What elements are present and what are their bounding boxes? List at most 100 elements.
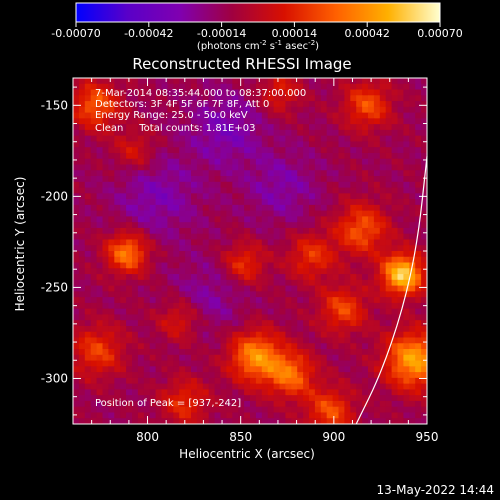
heatmap-cell [267, 129, 275, 137]
heatmap-cell [84, 331, 92, 339]
heatmap-cell [173, 222, 180, 229]
heatmap-cell [132, 274, 139, 281]
heatmap-cell [155, 412, 163, 419]
heatmap-cell [385, 216, 393, 223]
heatmap-cell [208, 251, 216, 258]
heatmap-cell [285, 400, 292, 408]
heatmap-cell [350, 400, 357, 408]
heatmap-cell [155, 274, 163, 281]
heatmap-cell [155, 181, 163, 189]
heatmap-cell [108, 181, 115, 189]
heatmap-cell [350, 377, 357, 385]
heatmap-cell [279, 129, 286, 137]
heatmap-cell [379, 366, 387, 373]
heatmap-cell [126, 406, 133, 414]
heatmap-cell [132, 199, 139, 206]
heatmap-cell [114, 141, 121, 148]
heatmap-cell [320, 118, 328, 125]
heatmap-cell [90, 112, 98, 119]
heatmap-cell [250, 89, 257, 96]
heatmap-cell [309, 135, 316, 143]
heatmap-cell [409, 268, 416, 275]
heatmap-cell [379, 222, 387, 229]
heatmap-cell [362, 129, 369, 137]
heatmap-cell [90, 291, 98, 298]
heatmap-cell [250, 262, 257, 269]
heatmap-cell [137, 124, 145, 131]
heatmap-cell [73, 279, 80, 287]
heatmap-cell [202, 176, 210, 183]
heatmap-cell [179, 181, 186, 189]
heatmap-cell [320, 279, 328, 287]
heatmap-cell [279, 372, 286, 379]
heatmap-cell [356, 78, 363, 85]
heatmap-cell [96, 279, 104, 287]
heatmap-cell [362, 406, 369, 414]
heatmap-cell [202, 222, 210, 229]
heatmap-cell [90, 181, 98, 189]
heatmap-cell [350, 216, 357, 223]
heatmap-cell [120, 147, 127, 154]
heatmap-cell [173, 314, 180, 321]
heatmap-cell [78, 106, 86, 114]
heatmap-cell [421, 227, 427, 235]
heatmap-cell [415, 101, 422, 108]
heatmap-cell [255, 210, 263, 217]
heatmap-cell [326, 227, 334, 235]
heatmap-cell [84, 83, 92, 91]
heatmap-cell [368, 256, 375, 264]
heatmap-cell [344, 256, 351, 264]
heatmap-cell [114, 418, 121, 424]
heatmap-cell [208, 118, 216, 125]
heatmap-cell [149, 251, 157, 258]
heatmap-cell [373, 251, 381, 258]
heatmap-cell [244, 418, 251, 424]
heatmap-cell [338, 89, 345, 96]
heatmap-cell [362, 135, 369, 143]
heatmap-cell [73, 418, 80, 424]
heatmap-cell [202, 308, 210, 316]
heatmap-cell [397, 320, 404, 327]
heatmap-cell [409, 389, 416, 396]
heatmap-cell [309, 193, 316, 200]
heatmap-cell [332, 349, 340, 356]
heatmap-cell [102, 158, 109, 166]
heatmap-cell [185, 268, 192, 275]
heatmap-cell [356, 210, 363, 217]
heatmap-cell [78, 181, 86, 189]
heatmap-cell [385, 233, 393, 241]
heatmap-cell [220, 210, 227, 217]
heatmap-cell [232, 245, 239, 252]
heatmap-cell [273, 279, 281, 287]
heatmap-cell [338, 262, 345, 269]
heatmap-cell [120, 124, 127, 131]
heatmap-cell [273, 354, 281, 362]
heatmap-cell [409, 129, 416, 137]
heatmap-cell [244, 251, 251, 258]
heatmap-cell [161, 297, 168, 304]
heatmap-cell [326, 199, 334, 206]
heatmap-cell [232, 325, 239, 333]
heatmap-cell [373, 129, 381, 137]
heatmap-cell [326, 406, 334, 414]
heatmap-cell [126, 245, 133, 252]
heatmap-cell [73, 239, 80, 246]
heatmap-cell [332, 279, 340, 287]
heatmap-cell [350, 124, 357, 131]
heatmap-cell [368, 377, 375, 385]
heatmap-cell [78, 383, 86, 390]
heatmap-cell [273, 395, 281, 402]
heatmap-cell [362, 204, 369, 212]
heatmap-cell [344, 83, 351, 91]
heatmap-cell [238, 372, 245, 379]
heatmap-cell [191, 216, 198, 223]
heatmap-cell [78, 331, 86, 339]
heatmap-cell [220, 314, 227, 321]
heatmap-cell [391, 129, 399, 137]
heatmap-cell [421, 239, 427, 246]
heatmap-cell [344, 158, 351, 166]
heatmap-cell [137, 233, 145, 241]
heatmap-cell [232, 95, 239, 102]
heatmap-cell [285, 233, 292, 241]
heatmap-cell [415, 112, 422, 119]
